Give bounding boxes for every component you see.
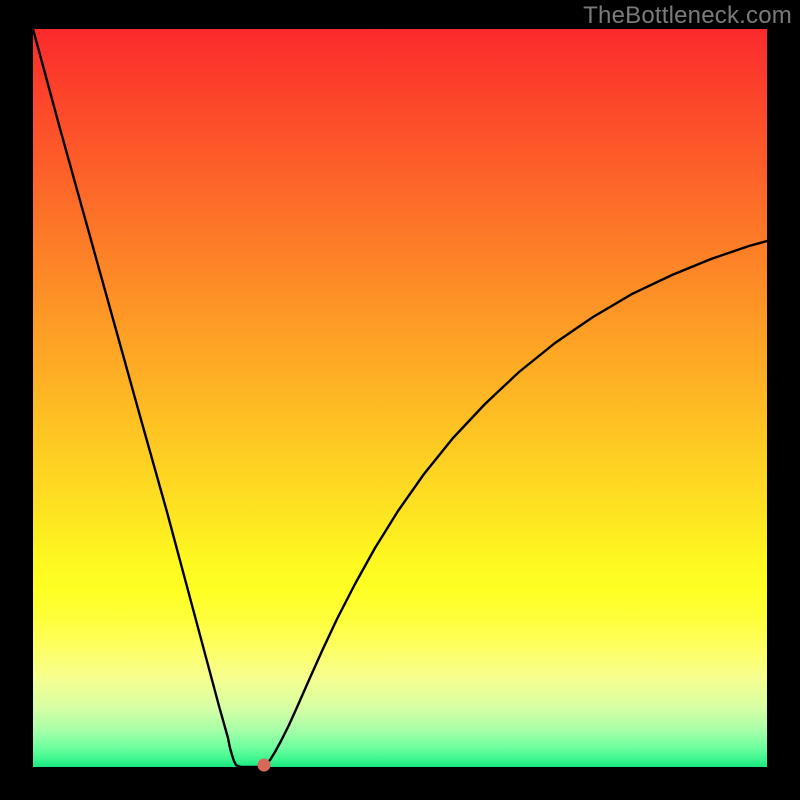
chart-container: TheBottleneck.com [0,0,800,800]
watermark-text: TheBottleneck.com [583,2,792,30]
optimal-point-marker [258,759,271,772]
bottleneck-chart [0,0,800,800]
plot-area [33,29,767,767]
